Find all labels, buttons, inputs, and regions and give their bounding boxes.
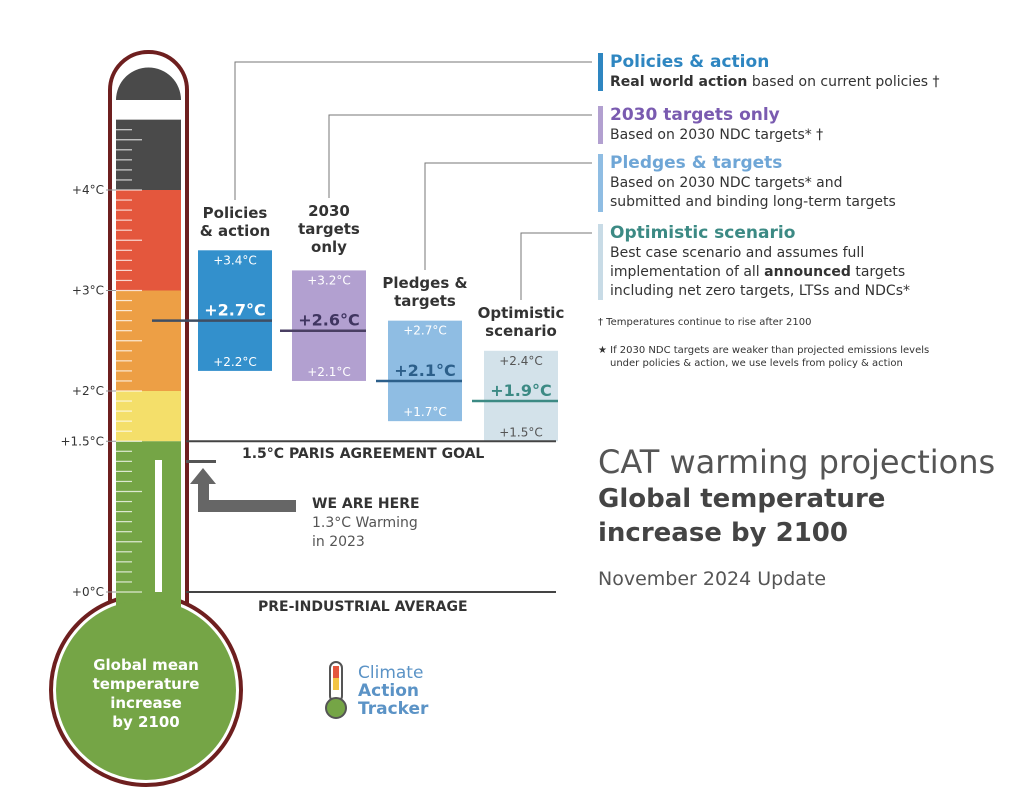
central-label-pledges: +2.1°C bbox=[394, 361, 456, 380]
scenario-title-pledges: Pledges & bbox=[382, 274, 467, 292]
high-label-policies: +3.4°C bbox=[213, 253, 257, 267]
thermometer-band bbox=[116, 391, 181, 442]
logo-line-3: Tracker bbox=[358, 699, 429, 719]
logo-line-2: Action bbox=[358, 681, 419, 701]
legend-bar-2030 bbox=[598, 106, 603, 144]
connector-optimistic bbox=[520, 232, 592, 300]
logo-thermometer-icon bbox=[325, 661, 347, 719]
we-are-here-line2: in 2023 bbox=[312, 534, 365, 550]
legend-title-optimistic: Optimistic scenario bbox=[610, 223, 796, 243]
low-label-targets2030: +2.1°C bbox=[307, 365, 351, 379]
y-tick-label: +2°C bbox=[72, 384, 104, 398]
legend-desc-pledges-1: Based on 2030 NDC targets* and bbox=[610, 175, 843, 191]
bar-targets2030 bbox=[292, 270, 366, 381]
note-star-2: under policies & action, we use levels f… bbox=[610, 358, 903, 369]
pre-industrial-label: PRE-INDUSTRIAL AVERAGE bbox=[258, 599, 468, 615]
legend-bar-optimistic bbox=[598, 224, 603, 300]
central-label-optimistic: +1.9°C bbox=[490, 381, 552, 400]
scenario-title-targets2030: 2030 bbox=[308, 202, 350, 220]
high-label-targets2030: +3.2°C bbox=[307, 273, 351, 287]
note-star-1: ★ If 2030 NDC targets are weaker than pr… bbox=[598, 345, 930, 356]
legend-desc-2030: Based on 2030 NDC targets* † bbox=[610, 127, 824, 143]
we-are-here-line1: 1.3°C Warming bbox=[312, 515, 418, 531]
legend-title-2030: 2030 targets only bbox=[610, 105, 780, 125]
scenario-title-optimistic: Optimistic bbox=[478, 304, 565, 322]
low-label-optimistic: +1.5°C bbox=[499, 425, 543, 439]
chart-subtitle-1: Global temperature increase by 2100 bbox=[598, 482, 898, 550]
bar-policies bbox=[198, 250, 272, 371]
chart-title: CAT warming projections bbox=[598, 443, 996, 481]
logo-text: Climate Action Tracker bbox=[358, 664, 428, 718]
y-tick-label: +0°C bbox=[72, 585, 104, 599]
low-label-policies: +2.2°C bbox=[213, 355, 257, 369]
scenario-title-policies: & action bbox=[200, 222, 271, 240]
thermometer-band bbox=[116, 119, 181, 190]
note-dagger: † Temperatures continue to rise after 21… bbox=[598, 317, 812, 328]
legend-desc-policies: Real world action based on current polic… bbox=[610, 74, 940, 90]
high-label-pledges: +2.7°C bbox=[403, 324, 447, 338]
central-label-targets2030: +2.6°C bbox=[298, 311, 360, 330]
scenario-title-targets2030: only bbox=[311, 238, 347, 256]
thermometer-cap bbox=[116, 67, 181, 100]
legend-title-pledges: Pledges & targets bbox=[610, 153, 783, 173]
thermometer-label: Global mean temperature increase by 2100 bbox=[92, 656, 200, 731]
legend-desc-optimistic-2: implementation of all announced targets bbox=[610, 264, 906, 280]
legend-title-policies: Policies & action bbox=[610, 52, 770, 72]
legend-desc-pledges-2: submitted and binding long-term targets bbox=[610, 194, 896, 210]
scenario-title-policies: Policies bbox=[203, 204, 268, 222]
chart-subtitle: Global temperature increase by 2100 bbox=[598, 484, 886, 548]
y-tick-label: +1.5°C bbox=[60, 434, 104, 448]
scenario-title-pledges: targets bbox=[394, 292, 456, 310]
legend-desc-optimistic-1: Best case scenario and assumes full bbox=[610, 245, 865, 261]
logo-line-1: Climate bbox=[358, 663, 424, 683]
connector-policies bbox=[234, 61, 592, 200]
paris-goal-label: 1.5°C PARIS AGREEMENT GOAL bbox=[242, 446, 485, 462]
scenario-title-targets2030: targets bbox=[298, 220, 360, 238]
connector-targets2030 bbox=[328, 114, 592, 198]
y-tick-label: +3°C bbox=[72, 284, 104, 298]
low-label-pledges: +1.7°C bbox=[403, 405, 447, 419]
we-are-here-arrow bbox=[186, 460, 296, 512]
legend-desc-optimistic-3: including net zero targets, LTSs and NDC… bbox=[610, 283, 910, 299]
bar-pledges bbox=[388, 320, 462, 422]
legend-bar-policies bbox=[598, 53, 603, 91]
central-label-policies: +2.7°C bbox=[204, 301, 266, 320]
y-tick-label: +4°C bbox=[72, 183, 104, 197]
legend-bar-pledges bbox=[598, 154, 603, 212]
high-label-optimistic: +2.4°C bbox=[499, 354, 543, 368]
update-label: November 2024 Update bbox=[598, 568, 827, 590]
connector-pledges bbox=[424, 162, 592, 270]
bar-optimistic bbox=[484, 350, 558, 442]
we-are-here-title: WE ARE HERE bbox=[312, 496, 420, 512]
scenario-title-optimistic: scenario bbox=[485, 322, 557, 340]
thermometer bbox=[49, 50, 243, 787]
